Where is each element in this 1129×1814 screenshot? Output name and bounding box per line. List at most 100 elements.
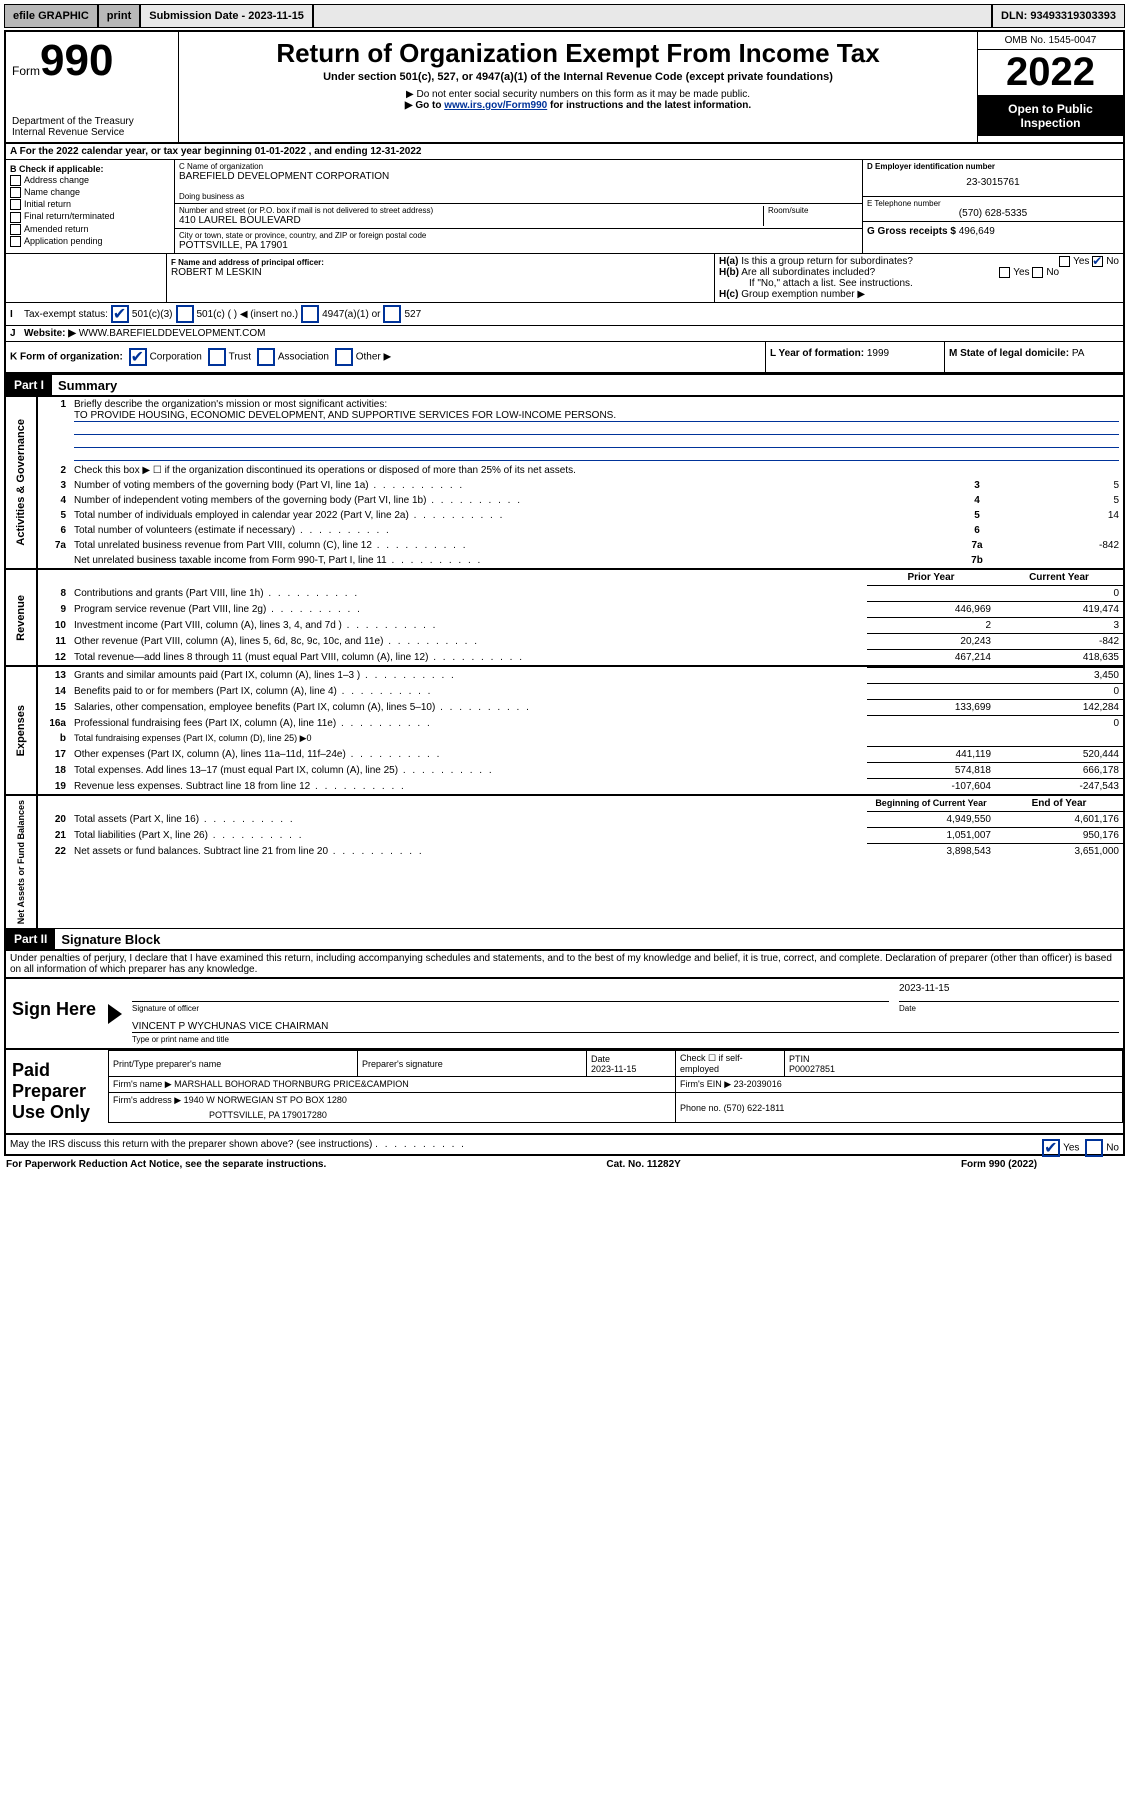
hb-text: Are all subordinates included? [741, 267, 875, 278]
chk-assoc[interactable] [257, 348, 275, 366]
dba-label: Doing business as [179, 192, 858, 201]
table-row: 10Investment income (Part VIII, column (… [38, 618, 1123, 634]
table-row: 18Total expenses. Add lines 13–17 (must … [38, 763, 1123, 779]
footer: For Paperwork Reduction Act Notice, see … [4, 1156, 1039, 1173]
part2-header: Part II Signature Block [6, 928, 1123, 951]
table-row: 17Other expenses (Part IX, column (A), l… [38, 747, 1123, 763]
chk-501c3[interactable] [111, 305, 129, 323]
hb-yes[interactable] [999, 267, 1010, 278]
chk-501c[interactable] [176, 305, 194, 323]
city-label: City or town, state or province, country… [179, 231, 858, 240]
chk-initial[interactable] [10, 199, 21, 210]
irs-link[interactable]: www.irs.gov/Form990 [444, 100, 547, 111]
chk-final[interactable] [10, 212, 21, 223]
chk-corp[interactable] [129, 348, 147, 366]
state-domicile: PA [1072, 348, 1085, 359]
table-row: 11Other revenue (Part VIII, column (A), … [38, 634, 1123, 650]
mayirs-no[interactable] [1085, 1139, 1103, 1157]
officer-name-title: VINCENT P WYCHUNAS VICE CHAIRMAN [132, 1021, 1119, 1033]
submission-date: Submission Date - 2023-11-15 [140, 4, 313, 28]
hb-no[interactable] [1032, 267, 1043, 278]
irs-label: Internal Revenue Service [12, 127, 172, 138]
sig-date: 2023-11-15 [899, 983, 1119, 1002]
identity-block: B Check if applicable: Address change Na… [6, 160, 1123, 253]
chk-amended[interactable] [10, 224, 21, 235]
period-a: A For the 2022 calendar year, or tax yea… [6, 144, 1123, 160]
print-button[interactable]: print [98, 4, 140, 28]
open-public: Open to Public Inspection [978, 96, 1123, 136]
box-b-title: B Check if applicable: [10, 164, 170, 174]
ptin: P00027851 [789, 1064, 835, 1074]
chk-4947[interactable] [301, 305, 319, 323]
table-row: 8Contributions and grants (Part VIII, li… [38, 586, 1123, 602]
firm-phone: (570) 622-1811 [724, 1103, 785, 1113]
ha-yes[interactable] [1059, 256, 1070, 267]
efile-label: efile GRAPHIC [4, 4, 98, 28]
table-row: 14Benefits paid to or for members (Part … [38, 684, 1123, 700]
netassets-section: Net Assets or Fund Balances Beginning of… [6, 794, 1123, 928]
subtitle: Under section 501(c), 527, or 4947(a)(1)… [185, 71, 971, 83]
street-label: Number and street (or P.O. box if mail i… [179, 206, 763, 215]
table-row: 19Revenue less expenses. Subtract line 1… [38, 779, 1123, 795]
table-row: 22Net assets or fund balances. Subtract … [38, 844, 1123, 860]
table-row: 13Grants and similar amounts paid (Part … [38, 668, 1123, 684]
topbar: efile GRAPHIC print Submission Date - 20… [4, 4, 1125, 28]
website-row: J Website: ▶ WWW.BAREFIELDDEVELOPMENT.CO… [6, 326, 1123, 342]
table-row: 9Program service revenue (Part VIII, lin… [38, 602, 1123, 618]
form-title: Return of Organization Exempt From Incom… [185, 38, 971, 69]
hb-note: If "No," attach a list. See instructions… [719, 278, 1119, 289]
officer-name: ROBERT M LESKIN [171, 267, 710, 278]
firm-city: POTTSVILLE, PA 179017280 [109, 1108, 676, 1123]
mission-text: TO PROVIDE HOUSING, ECONOMIC DEVELOPMENT… [74, 410, 1119, 422]
form-container: Form990 Department of the Treasury Inter… [4, 30, 1125, 1156]
ein-label: D Employer identification number [867, 162, 1119, 171]
tax-year: 2022 [978, 50, 1123, 96]
hc-text: Group exemption number ▶ [741, 289, 865, 300]
penalty-text: Under penalties of perjury, I declare th… [6, 951, 1123, 977]
tax-exempt-row: I Tax-exempt status: 501(c)(3) 501(c) ( … [6, 302, 1123, 326]
chk-name[interactable] [10, 187, 21, 198]
chk-trust[interactable] [208, 348, 226, 366]
governance-section: Activities & Governance 1 Briefly descri… [6, 397, 1123, 568]
omb-number: OMB No. 1545-0047 [978, 32, 1123, 50]
expenses-section: Expenses 13Grants and similar amounts pa… [6, 665, 1123, 794]
website-value: WWW.BAREFIELDDEVELOPMENT.COM [79, 328, 266, 339]
gov-row: 7aTotal unrelated business revenue from … [38, 538, 1123, 553]
org-name: BAREFIELD DEVELOPMENT CORPORATION [179, 171, 858, 182]
officer-block: F Name and address of principal officer:… [6, 253, 1123, 302]
street-value: 410 LAUREL BOULEVARD [179, 215, 763, 226]
phone-value: (570) 628-5335 [867, 208, 1119, 219]
mayirs-yes[interactable] [1042, 1139, 1060, 1157]
year-formation: 1999 [867, 348, 889, 359]
may-irs-row: May the IRS discuss this return with the… [6, 1135, 1123, 1154]
table-row: 21Total liabilities (Part X, line 26)1,0… [38, 828, 1123, 844]
table-row: 15Salaries, other compensation, employee… [38, 700, 1123, 716]
table-row: 20Total assets (Part X, line 16)4,949,55… [38, 812, 1123, 828]
klm-row: K Form of organization: Corporation Trus… [6, 342, 1123, 374]
gov-row: 3Number of voting members of the governi… [38, 478, 1123, 493]
gross-label: G Gross receipts $ [867, 226, 956, 237]
ha-no[interactable] [1092, 256, 1103, 267]
table-row: bTotal fundraising expenses (Part IX, co… [38, 731, 1123, 747]
preparer-block: Paid Preparer Use Only Print/Type prepar… [6, 1050, 1123, 1135]
chk-address[interactable] [10, 175, 21, 186]
phone-label: E Telephone number [867, 199, 1119, 208]
chk-pending[interactable] [10, 236, 21, 247]
revenue-section: Revenue Prior Year Current Year 8Contrib… [6, 568, 1123, 665]
ha-text: Is this a group return for subordinates? [741, 256, 913, 267]
gross-value: 496,649 [959, 226, 995, 237]
chk-other[interactable] [335, 348, 353, 366]
room-label: Room/suite [763, 206, 858, 226]
gov-row: 6Total number of volunteers (estimate if… [38, 523, 1123, 538]
form-header: Form990 Department of the Treasury Inter… [6, 32, 1123, 144]
firm-name: MARSHALL BOHORAD THORNBURG PRICE&CAMPION [174, 1079, 409, 1089]
city-value: POTTSVILLE, PA 17901 [179, 240, 858, 251]
gov-row: 5Total number of individuals employed in… [38, 508, 1123, 523]
part1-header: Part I Summary [6, 374, 1123, 397]
sign-here-block: Sign Here Signature of officer 2023-11-1… [6, 977, 1123, 1050]
ssn-note: ▶ Do not enter social security numbers o… [185, 89, 971, 100]
sign-arrow-icon [108, 1004, 122, 1024]
firm-ein: 23-2039016 [734, 1079, 782, 1089]
chk-527[interactable] [383, 305, 401, 323]
ein-value: 23-3015761 [867, 177, 1119, 188]
